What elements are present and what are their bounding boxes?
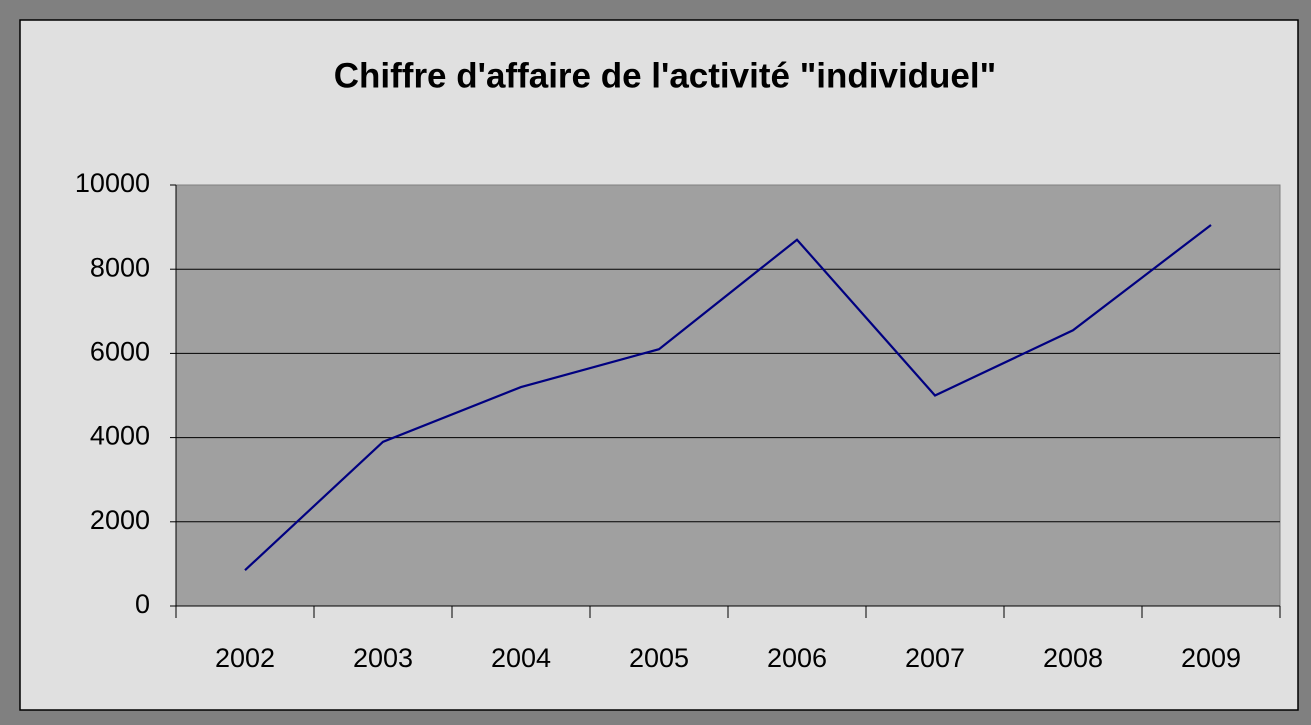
x-tick-label: 2003 (353, 643, 413, 673)
y-tick-label: 4000 (90, 421, 150, 451)
x-tick-label: 2008 (1043, 643, 1103, 673)
chart-title: Chiffre d'affaire de l'activité "individ… (334, 56, 996, 95)
y-tick-label: 2000 (90, 505, 150, 535)
x-tick-label: 2005 (629, 643, 689, 673)
y-tick-label: 0 (135, 589, 150, 619)
plot-area (175, 184, 1281, 607)
x-tick-label: 2002 (215, 643, 275, 673)
y-tick-label: 8000 (90, 252, 150, 282)
y-tick-label: 6000 (90, 337, 150, 367)
x-tick-label: 2006 (767, 643, 827, 673)
x-tick-label: 2009 (1181, 643, 1241, 673)
x-tick-label: 2007 (905, 643, 965, 673)
x-tick-label: 2004 (491, 643, 551, 673)
data-line (244, 224, 1212, 572)
y-tick-label: 10000 (75, 168, 150, 198)
